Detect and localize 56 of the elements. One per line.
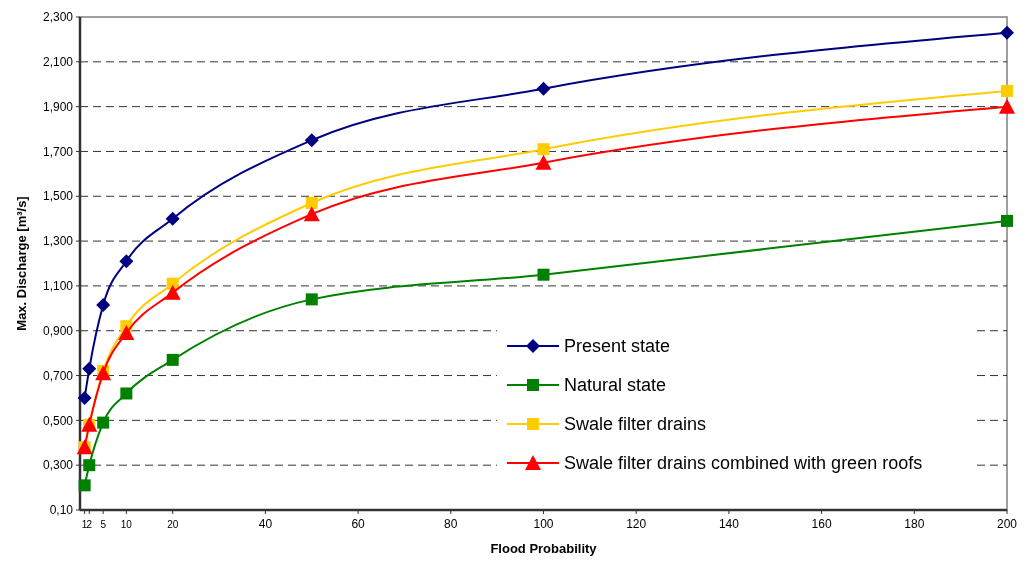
point [165, 211, 180, 226]
y-axis-title: Max. Discharge [m³/s] [14, 196, 29, 331]
y-tick-label: 1,500 [42, 189, 74, 204]
x-tick-label: 20 [167, 519, 179, 530]
x-tick-label: 160 [811, 517, 832, 531]
point [1001, 84, 1013, 97]
legend-label: Present state [564, 336, 671, 357]
legend-label: Swale filter drains [564, 414, 707, 435]
y-tick-label: 1,900 [42, 99, 74, 114]
legend-label: Swale filter drains combined with green roofs [564, 453, 923, 474]
y-tick-label: 1,100 [42, 279, 74, 294]
point [1001, 214, 1013, 227]
x-tick-label: 5 [100, 519, 107, 530]
y-tick-label: 0,10 [49, 503, 74, 518]
point [164, 284, 181, 300]
point [304, 133, 319, 148]
y-tick-label: 1,300 [42, 234, 74, 249]
point [97, 416, 110, 429]
point [303, 206, 320, 222]
x-tick-label: 2 [86, 519, 93, 530]
point [118, 324, 135, 340]
y-tick-label: 0,300 [42, 458, 74, 473]
x-tick-label: 140 [718, 517, 740, 531]
point [82, 361, 97, 376]
point [999, 98, 1015, 114]
y-tick-label: 0,700 [42, 368, 74, 383]
point [537, 143, 550, 156]
legend-label: Natural state [564, 375, 667, 396]
y-tick-label: 0,500 [42, 413, 74, 428]
x-tick-label: 60 [351, 517, 366, 531]
point [537, 268, 550, 281]
point [305, 293, 318, 306]
x-tick-label: 180 [904, 517, 925, 531]
y-tick-label: 2,100 [42, 55, 74, 70]
point [78, 479, 91, 492]
x-tick-label: 200 [996, 517, 1018, 531]
y-tick-label: 1,700 [42, 144, 74, 159]
x-tick-label: 120 [626, 517, 647, 531]
point [1000, 25, 1014, 40]
x-tick-label: 80 [444, 517, 458, 531]
point [305, 197, 318, 209]
point [77, 390, 92, 405]
point [535, 154, 552, 170]
x-tick-label: 10 [120, 519, 133, 530]
x-tick-label: 1 [81, 519, 88, 530]
y-tick-label: 2,300 [42, 10, 74, 25]
point [83, 459, 96, 472]
x-tick-label: 40 [258, 517, 273, 531]
point [536, 81, 551, 96]
x-axis-title: Flood Probability [490, 541, 598, 556]
point [120, 387, 133, 400]
y-tick-label: 0,900 [42, 323, 74, 338]
point [166, 353, 179, 366]
point [119, 254, 134, 269]
x-tick-label: 100 [533, 517, 554, 531]
point [96, 297, 111, 312]
